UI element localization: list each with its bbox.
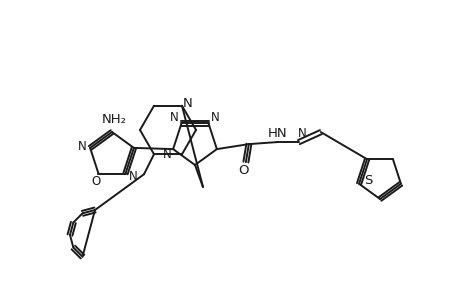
Text: N: N — [129, 170, 138, 183]
Text: NH₂: NH₂ — [101, 112, 126, 125]
Text: S: S — [363, 174, 371, 187]
Text: O: O — [92, 175, 101, 188]
Text: N: N — [183, 97, 192, 110]
Text: N: N — [78, 140, 86, 153]
Text: N: N — [297, 127, 306, 140]
Text: O: O — [238, 164, 249, 177]
Text: N: N — [211, 111, 219, 124]
Text: HN: HN — [268, 127, 287, 140]
Text: N: N — [170, 111, 179, 124]
Text: N: N — [162, 148, 171, 160]
